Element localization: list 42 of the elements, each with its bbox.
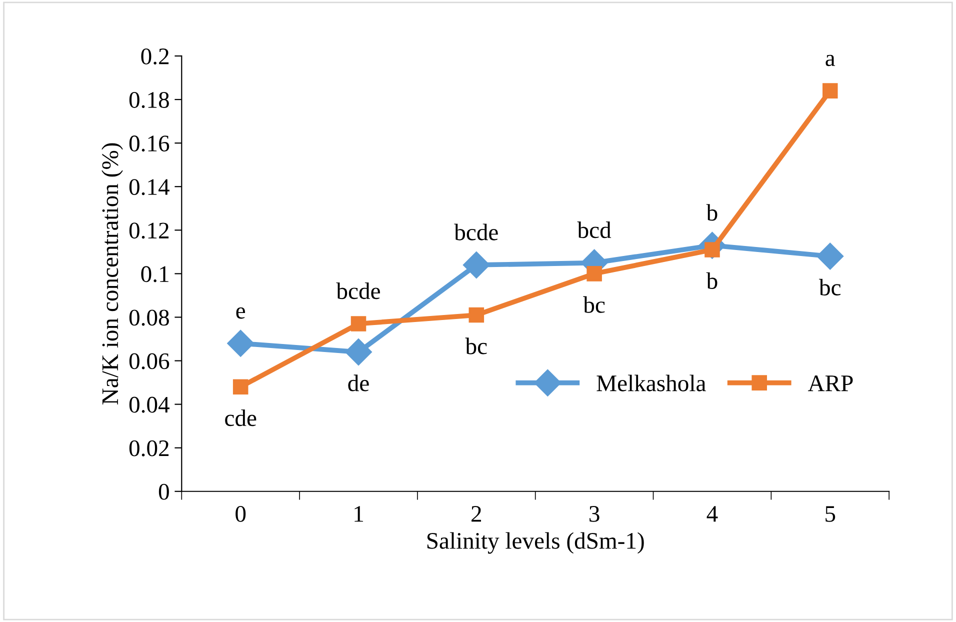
annotation: bcd [577,222,612,238]
y-tick-label: 0.02 [129,440,169,456]
y-tick-label: 0.08 [129,310,169,326]
x-tick-label: 2 [472,506,482,522]
x-axis-title: Salinity levels (dSm-1) [427,532,644,554]
legend-label: ARP [808,375,853,392]
annotation: bc [583,296,605,313]
y-tick-label: 0.16 [129,136,170,152]
annotation: a [826,54,836,66]
annotation: de [348,374,369,392]
y-axis-title: Na/K ion concentration (%) [102,143,123,404]
annotation: bcde [336,282,380,300]
annotation: cde [225,410,256,426]
point [468,307,484,323]
point [345,338,372,366]
y-tick-label: 0.12 [129,222,169,239]
x-tick-label: 3 [590,506,600,522]
x-tick-label: 0 [236,506,246,522]
annotation: b [706,272,718,289]
x-tick-label: 4 [706,506,718,522]
point [232,379,248,395]
legend-label: Melkashola [596,374,706,392]
annotation: bc [818,278,841,296]
point [586,266,602,282]
y-tick-label: 0.04 [129,396,170,413]
point [822,83,838,98]
x-tick-label: 1 [354,506,363,522]
point [227,330,254,357]
y-tick-label: 0 [158,484,169,500]
y-tick-label: 0.18 [129,92,169,108]
annotation: b [706,204,718,221]
y-tick-label: 0.2 [141,48,169,65]
x-tick-label: 5 [826,506,836,522]
annotation: e [236,307,246,319]
y-tick-label: 0.1 [141,266,168,282]
point [816,242,844,270]
point [350,316,366,332]
point [462,252,490,278]
annotation: bcde [454,224,498,240]
y-tick-label: 0.06 [129,353,170,370]
annotation: bc [465,338,487,354]
y-tick-label: 0.14 [129,179,170,196]
